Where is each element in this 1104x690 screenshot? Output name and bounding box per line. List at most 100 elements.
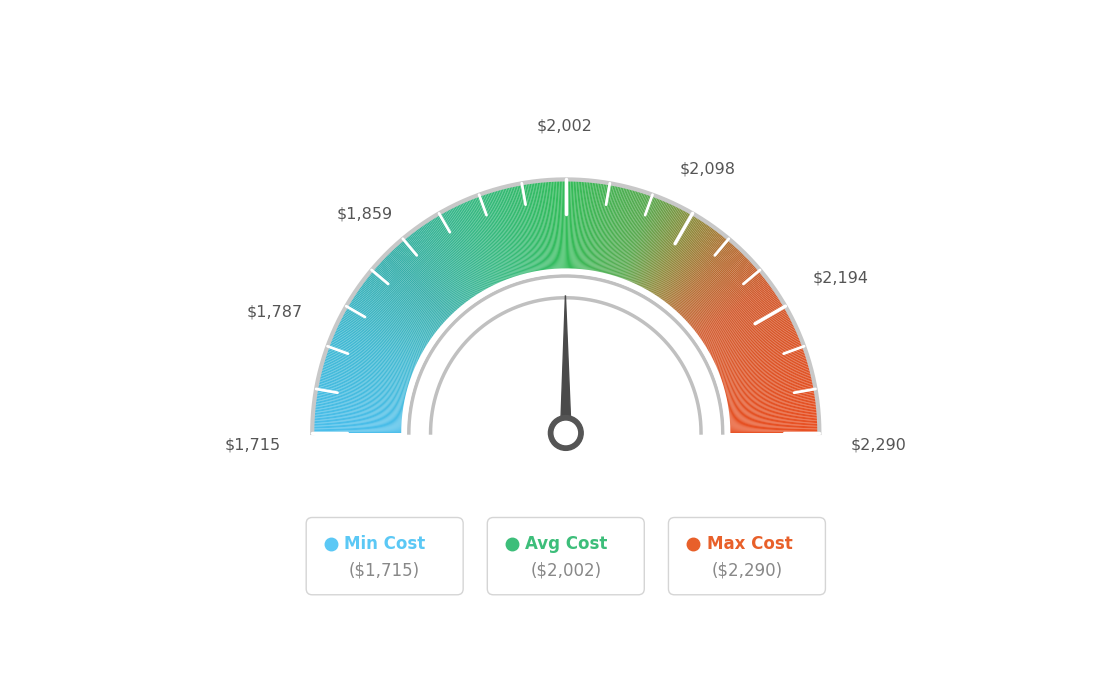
Wedge shape bbox=[438, 213, 485, 293]
Wedge shape bbox=[687, 362, 707, 373]
Wedge shape bbox=[603, 186, 626, 276]
Wedge shape bbox=[411, 405, 433, 411]
Wedge shape bbox=[427, 219, 478, 297]
Wedge shape bbox=[681, 255, 747, 320]
Wedge shape bbox=[314, 411, 405, 420]
Wedge shape bbox=[355, 290, 432, 343]
Wedge shape bbox=[337, 322, 421, 363]
Wedge shape bbox=[713, 328, 797, 367]
Wedge shape bbox=[315, 395, 406, 410]
Wedge shape bbox=[418, 377, 439, 386]
Wedge shape bbox=[660, 227, 715, 302]
Wedge shape bbox=[634, 203, 673, 286]
Wedge shape bbox=[411, 232, 467, 305]
Wedge shape bbox=[618, 193, 650, 280]
Wedge shape bbox=[400, 241, 460, 311]
Wedge shape bbox=[414, 391, 436, 398]
Wedge shape bbox=[369, 273, 440, 331]
Wedge shape bbox=[464, 200, 501, 285]
Wedge shape bbox=[700, 413, 722, 417]
Wedge shape bbox=[714, 333, 799, 370]
Circle shape bbox=[554, 422, 577, 444]
Wedge shape bbox=[410, 412, 432, 416]
Wedge shape bbox=[696, 388, 716, 395]
Wedge shape bbox=[699, 408, 721, 413]
Wedge shape bbox=[623, 195, 656, 282]
Wedge shape bbox=[618, 193, 649, 280]
Wedge shape bbox=[423, 222, 476, 299]
Wedge shape bbox=[550, 180, 556, 271]
Wedge shape bbox=[454, 205, 495, 288]
Wedge shape bbox=[412, 404, 433, 409]
Wedge shape bbox=[561, 179, 564, 271]
Wedge shape bbox=[673, 338, 692, 353]
Wedge shape bbox=[556, 179, 561, 271]
Wedge shape bbox=[678, 250, 743, 317]
Wedge shape bbox=[606, 283, 614, 304]
Wedge shape bbox=[415, 389, 436, 397]
Wedge shape bbox=[591, 182, 605, 273]
Wedge shape bbox=[652, 312, 667, 330]
Wedge shape bbox=[725, 387, 816, 404]
Wedge shape bbox=[666, 327, 682, 342]
Wedge shape bbox=[667, 235, 725, 307]
Wedge shape bbox=[577, 277, 581, 298]
Wedge shape bbox=[726, 404, 818, 415]
Wedge shape bbox=[459, 316, 476, 333]
Wedge shape bbox=[558, 276, 560, 298]
Wedge shape bbox=[602, 186, 624, 275]
Wedge shape bbox=[688, 366, 709, 377]
Wedge shape bbox=[458, 203, 498, 286]
Wedge shape bbox=[314, 401, 405, 414]
Wedge shape bbox=[728, 414, 819, 422]
Wedge shape bbox=[612, 285, 620, 306]
Wedge shape bbox=[532, 181, 545, 273]
Wedge shape bbox=[347, 304, 426, 351]
Wedge shape bbox=[592, 183, 608, 273]
Wedge shape bbox=[622, 195, 655, 282]
Wedge shape bbox=[433, 349, 452, 362]
Wedge shape bbox=[447, 329, 465, 344]
Wedge shape bbox=[416, 227, 471, 302]
Wedge shape bbox=[385, 254, 452, 319]
Wedge shape bbox=[697, 283, 771, 338]
Wedge shape bbox=[628, 199, 665, 284]
Wedge shape bbox=[636, 299, 648, 318]
Wedge shape bbox=[442, 335, 459, 350]
Wedge shape bbox=[646, 213, 692, 293]
Wedge shape bbox=[468, 199, 505, 284]
Wedge shape bbox=[702, 297, 781, 347]
Wedge shape bbox=[551, 277, 554, 298]
Wedge shape bbox=[576, 180, 583, 272]
Wedge shape bbox=[444, 333, 461, 348]
Wedge shape bbox=[556, 276, 559, 298]
Wedge shape bbox=[703, 299, 783, 349]
Wedge shape bbox=[698, 397, 719, 404]
Wedge shape bbox=[545, 180, 553, 272]
Wedge shape bbox=[583, 181, 594, 272]
Wedge shape bbox=[431, 352, 450, 364]
Wedge shape bbox=[322, 359, 411, 387]
Wedge shape bbox=[702, 296, 779, 346]
Wedge shape bbox=[593, 279, 598, 301]
Wedge shape bbox=[679, 253, 745, 319]
Wedge shape bbox=[658, 225, 712, 301]
Wedge shape bbox=[604, 186, 627, 276]
Wedge shape bbox=[444, 210, 489, 291]
Wedge shape bbox=[598, 184, 618, 275]
Wedge shape bbox=[315, 393, 406, 408]
Wedge shape bbox=[723, 373, 813, 395]
Wedge shape bbox=[599, 281, 606, 302]
Text: $1,787: $1,787 bbox=[246, 304, 302, 319]
Wedge shape bbox=[676, 342, 694, 356]
Wedge shape bbox=[629, 199, 667, 284]
Wedge shape bbox=[650, 310, 665, 328]
Wedge shape bbox=[421, 372, 442, 382]
Wedge shape bbox=[608, 188, 634, 277]
Wedge shape bbox=[438, 341, 456, 355]
Wedge shape bbox=[363, 279, 437, 335]
Wedge shape bbox=[475, 304, 489, 323]
Wedge shape bbox=[564, 276, 565, 298]
Wedge shape bbox=[495, 293, 506, 313]
Wedge shape bbox=[614, 286, 624, 307]
